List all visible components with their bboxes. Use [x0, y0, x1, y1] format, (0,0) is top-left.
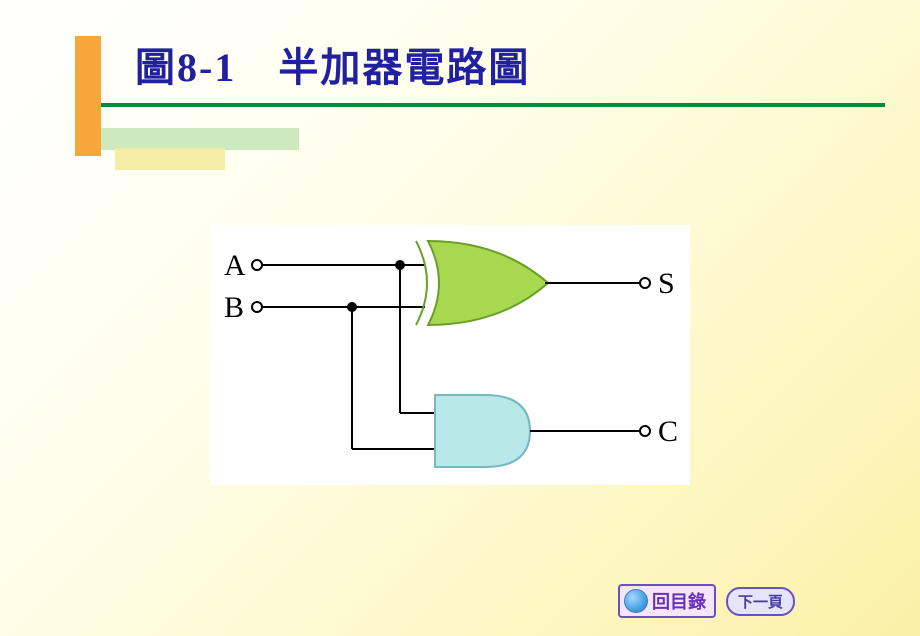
terminal-A: [252, 260, 262, 270]
next-button[interactable]: 下一頁: [726, 587, 795, 616]
next-button-label: 下一頁: [738, 591, 783, 612]
nav-buttons: 回目錄 下一頁: [618, 584, 795, 618]
circuit-diagram: A B S C: [210, 225, 690, 485]
accent-bar-orange: [75, 36, 101, 156]
terminal-B: [252, 302, 262, 312]
toc-button-label: 回目錄: [652, 588, 706, 614]
circuit-svg: A B S C: [210, 225, 690, 485]
xor-gate: [416, 241, 548, 325]
accent-bar-green: [89, 128, 299, 150]
label-A: A: [224, 249, 246, 282]
accent-bar-yellow: [115, 148, 225, 170]
terminal-S: [640, 278, 650, 288]
label-B: B: [224, 291, 244, 324]
globe-icon: [624, 589, 648, 613]
slide-title: 圖8-1 半加器電路圖: [75, 35, 885, 103]
title-underline: [75, 103, 885, 107]
toc-button[interactable]: 回目錄: [618, 584, 716, 618]
title-block: 圖8-1 半加器電路圖: [75, 35, 885, 107]
label-S: S: [658, 267, 675, 300]
terminal-C: [640, 426, 650, 436]
label-C: C: [658, 415, 678, 448]
and-gate: [435, 395, 530, 467]
slide: 圖8-1 半加器電路圖: [0, 0, 920, 636]
